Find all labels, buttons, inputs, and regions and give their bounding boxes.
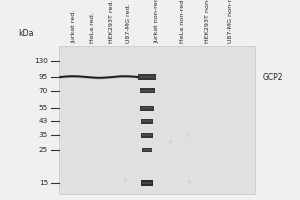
Text: kDa: kDa	[18, 29, 33, 38]
Text: 35: 35	[39, 132, 48, 138]
Bar	[140, 90, 154, 92]
Bar	[139, 76, 155, 78]
Bar	[142, 134, 152, 136]
Text: 25: 25	[39, 147, 48, 153]
Bar	[140, 106, 154, 110]
Text: Jurkat non-red.: Jurkat non-red.	[154, 0, 159, 43]
Bar	[140, 88, 154, 93]
Bar	[142, 149, 152, 151]
Text: U87-MG red.: U87-MG red.	[125, 3, 130, 43]
Text: Jurkat red.: Jurkat red.	[71, 10, 76, 43]
Text: 55: 55	[39, 105, 48, 111]
Text: HeLa red.: HeLa red.	[89, 12, 94, 43]
Bar	[141, 107, 153, 109]
Text: U87-MG non-red.: U87-MG non-red.	[227, 0, 232, 43]
Text: 15: 15	[39, 180, 48, 186]
Text: HeLa non-red.: HeLa non-red.	[179, 0, 184, 43]
Text: HEK293T red.: HEK293T red.	[109, 0, 114, 43]
Text: 43: 43	[39, 118, 48, 124]
Text: GCP2: GCP2	[262, 72, 283, 82]
Bar	[141, 132, 153, 138]
Bar	[58, 46, 255, 194]
Text: 95: 95	[39, 74, 48, 80]
Bar	[142, 148, 152, 152]
Bar	[142, 120, 152, 122]
Text: HEK293T non-red.: HEK293T non-red.	[205, 0, 210, 43]
Text: 70: 70	[39, 88, 48, 94]
Text: 130: 130	[34, 58, 48, 64]
Bar	[142, 182, 152, 184]
Bar	[138, 74, 156, 80]
Bar	[141, 118, 153, 123]
Bar	[141, 180, 153, 186]
